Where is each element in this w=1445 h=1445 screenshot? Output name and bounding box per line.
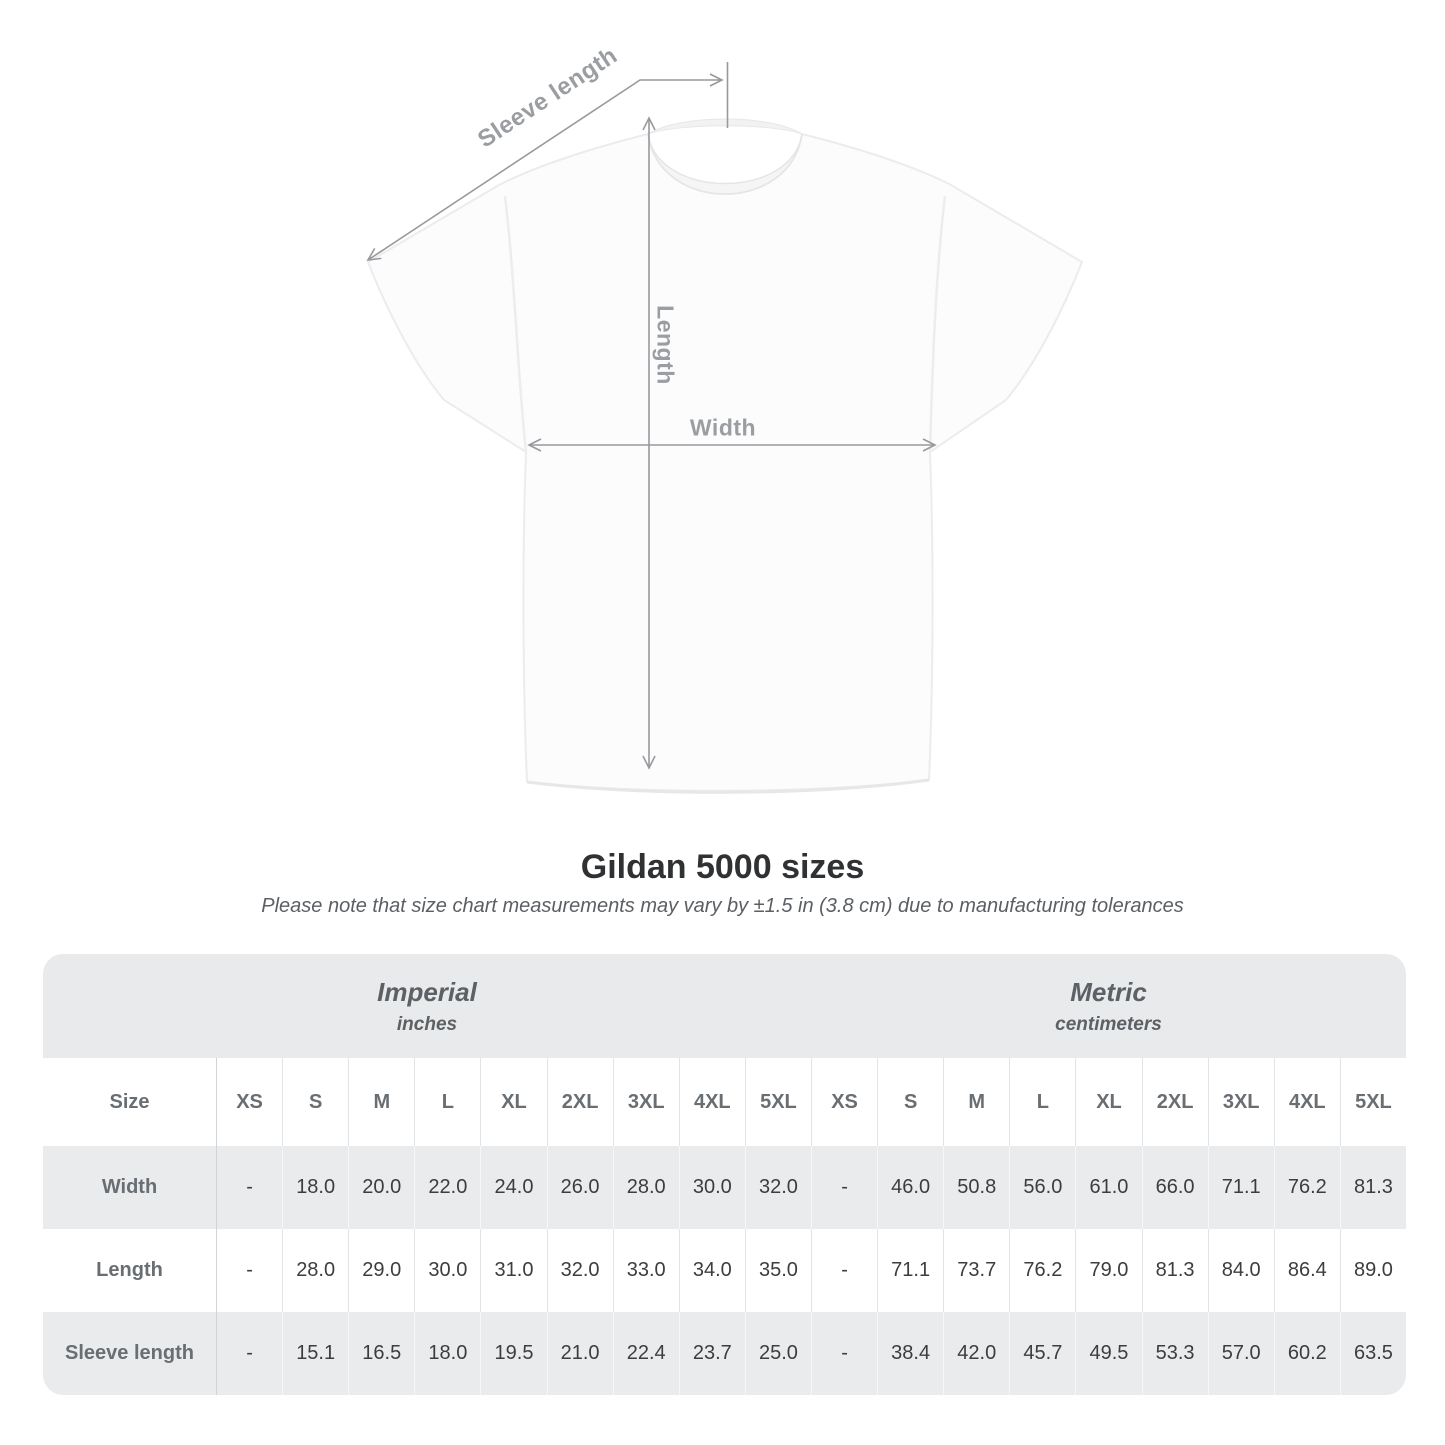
table-cell: 89.0 bbox=[1339, 1229, 1406, 1312]
table-cell: 28.0 bbox=[282, 1229, 349, 1312]
table-cell: 28.0 bbox=[612, 1146, 679, 1229]
table-cell: 30.0 bbox=[678, 1146, 745, 1229]
table-cell: 25.0 bbox=[744, 1312, 811, 1395]
table-cell: 22.0 bbox=[414, 1146, 481, 1229]
table-row: Sleeve length -15.1 16.5 18.0 19.5 21.0 22.4 23… bbox=[43, 1312, 1406, 1395]
row-label: Length bbox=[43, 1229, 216, 1312]
metric-title: Metric bbox=[1070, 976, 1147, 1007]
sleeve-length-arrow bbox=[366, 73, 724, 261]
size-col-header: 4XL bbox=[678, 1058, 745, 1146]
table-cell: 20.0 bbox=[348, 1146, 415, 1229]
size-col-header: 2XL bbox=[1141, 1058, 1208, 1146]
table-cell: 15.1 bbox=[282, 1312, 349, 1395]
table-cell: 50.8 bbox=[943, 1146, 1010, 1229]
table-cell: - bbox=[216, 1229, 283, 1312]
size-table-body: Imperial inches Metric centimeters Size … bbox=[43, 954, 1406, 1395]
table-cell: 56.0 bbox=[1009, 1146, 1076, 1229]
size-col-header: XS bbox=[810, 1058, 878, 1146]
table-cell: 76.2 bbox=[1009, 1229, 1076, 1312]
table-cell: 71.1 bbox=[877, 1229, 944, 1312]
table-cell: 19.5 bbox=[480, 1312, 547, 1395]
size-col-header: S bbox=[282, 1058, 349, 1146]
tshirt-shape bbox=[366, 118, 1084, 794]
table-cell: 35.0 bbox=[744, 1229, 811, 1312]
table-cell: 16.5 bbox=[348, 1312, 415, 1395]
table-cell: 71.1 bbox=[1207, 1146, 1274, 1229]
table-row: Width -18.0 20.0 22.0 24.0 26.0 28.0 30.0 32.0-4… bbox=[43, 1146, 1406, 1229]
size-col-header: 5XL bbox=[1339, 1058, 1406, 1146]
table-cell: 79.0 bbox=[1075, 1229, 1142, 1312]
size-col-header: S bbox=[877, 1058, 944, 1146]
table-cell: 46.0 bbox=[877, 1146, 944, 1229]
size-col-header: XS bbox=[216, 1058, 283, 1146]
table-cell: 30.0 bbox=[414, 1229, 481, 1312]
table-cell: 81.3 bbox=[1339, 1146, 1406, 1229]
tshirt-diagram: Sleeve length Length Width bbox=[366, 42, 1084, 794]
table-cell: 22.4 bbox=[612, 1312, 679, 1395]
table-cell: 31.0 bbox=[480, 1229, 547, 1312]
table-cell: 32.0 bbox=[744, 1146, 811, 1229]
width-label: Width bbox=[689, 414, 757, 441]
table-cell: 49.5 bbox=[1075, 1312, 1142, 1395]
table-cell: 53.3 bbox=[1141, 1312, 1208, 1395]
imperial-header: Imperial inches bbox=[43, 954, 811, 1058]
table-cell: 81.3 bbox=[1141, 1229, 1208, 1312]
table-cell: 60.2 bbox=[1273, 1312, 1340, 1395]
table-cell: 45.7 bbox=[1009, 1312, 1076, 1395]
metric-header: Metric centimeters bbox=[810, 954, 1406, 1058]
unit-system-header-row: Imperial inches Metric centimeters bbox=[43, 954, 1406, 1058]
table-cell: 57.0 bbox=[1207, 1312, 1274, 1395]
size-header-row: Size XS S M L XL 2XL 3XL 4XL 5XL XS S M L XL 2XL 3XL 4XL… bbox=[43, 1058, 1406, 1146]
size-col-header: 4XL bbox=[1273, 1058, 1340, 1146]
table-cell: 38.4 bbox=[877, 1312, 944, 1395]
size-col-header: L bbox=[414, 1058, 481, 1146]
size-col-header: 3XL bbox=[1207, 1058, 1274, 1146]
table-cell: 18.0 bbox=[282, 1146, 349, 1229]
imperial-unit: inches bbox=[396, 1013, 458, 1035]
table-cell: 26.0 bbox=[546, 1146, 613, 1229]
tshirt-illustration bbox=[366, 62, 1084, 794]
table-cell: - bbox=[810, 1229, 878, 1312]
table-cell: 61.0 bbox=[1075, 1146, 1142, 1229]
table-cell: 63.5 bbox=[1339, 1312, 1406, 1395]
size-col-header: 3XL bbox=[612, 1058, 679, 1146]
table-cell: 73.7 bbox=[943, 1229, 1010, 1312]
table-cell: - bbox=[216, 1146, 283, 1229]
table-cell: 42.0 bbox=[943, 1312, 1010, 1395]
size-col-header: L bbox=[1009, 1058, 1076, 1146]
measurement-lines bbox=[366, 62, 937, 770]
row-label: Width bbox=[43, 1146, 216, 1229]
table-cell: 33.0 bbox=[612, 1229, 679, 1312]
size-col-header: M bbox=[348, 1058, 415, 1146]
imperial-title: Imperial bbox=[377, 976, 477, 1007]
size-col-header: M bbox=[943, 1058, 1010, 1146]
size-col-header: 5XL bbox=[744, 1058, 811, 1146]
tolerance-note: Please note that size chart measurements… bbox=[261, 895, 1184, 917]
size-col-header: XL bbox=[1075, 1058, 1142, 1146]
size-table: Imperial inches Metric centimeters Size … bbox=[43, 954, 1406, 1395]
table-cell: 86.4 bbox=[1273, 1229, 1340, 1312]
table-cell: 84.0 bbox=[1207, 1229, 1274, 1312]
page-title: Gildan 5000 sizes bbox=[580, 848, 865, 886]
table-cell: - bbox=[810, 1146, 878, 1229]
table-cell: 18.0 bbox=[414, 1312, 481, 1395]
size-col-header: 2XL bbox=[546, 1058, 613, 1146]
table-cell: 24.0 bbox=[480, 1146, 547, 1229]
table-cell: 66.0 bbox=[1141, 1146, 1208, 1229]
table-cell: 32.0 bbox=[546, 1229, 613, 1312]
table-cell: 29.0 bbox=[348, 1229, 415, 1312]
table-row: Length -28.0 29.0 30.0 31.0 32.0 33.0 34.0 35.0-… bbox=[43, 1229, 1406, 1312]
table-cell: 21.0 bbox=[546, 1312, 613, 1395]
table-cell: - bbox=[810, 1312, 878, 1395]
length-label: Length bbox=[652, 305, 679, 385]
size-col-header: XL bbox=[480, 1058, 547, 1146]
table-cell: - bbox=[216, 1312, 283, 1395]
table-cell: 34.0 bbox=[678, 1229, 745, 1312]
size-column-label: Size bbox=[43, 1058, 216, 1146]
row-label: Sleeve length bbox=[43, 1312, 216, 1395]
table-cell: 23.7 bbox=[678, 1312, 745, 1395]
table-cell: 76.2 bbox=[1273, 1146, 1340, 1229]
metric-unit: centimeters bbox=[1055, 1013, 1162, 1035]
